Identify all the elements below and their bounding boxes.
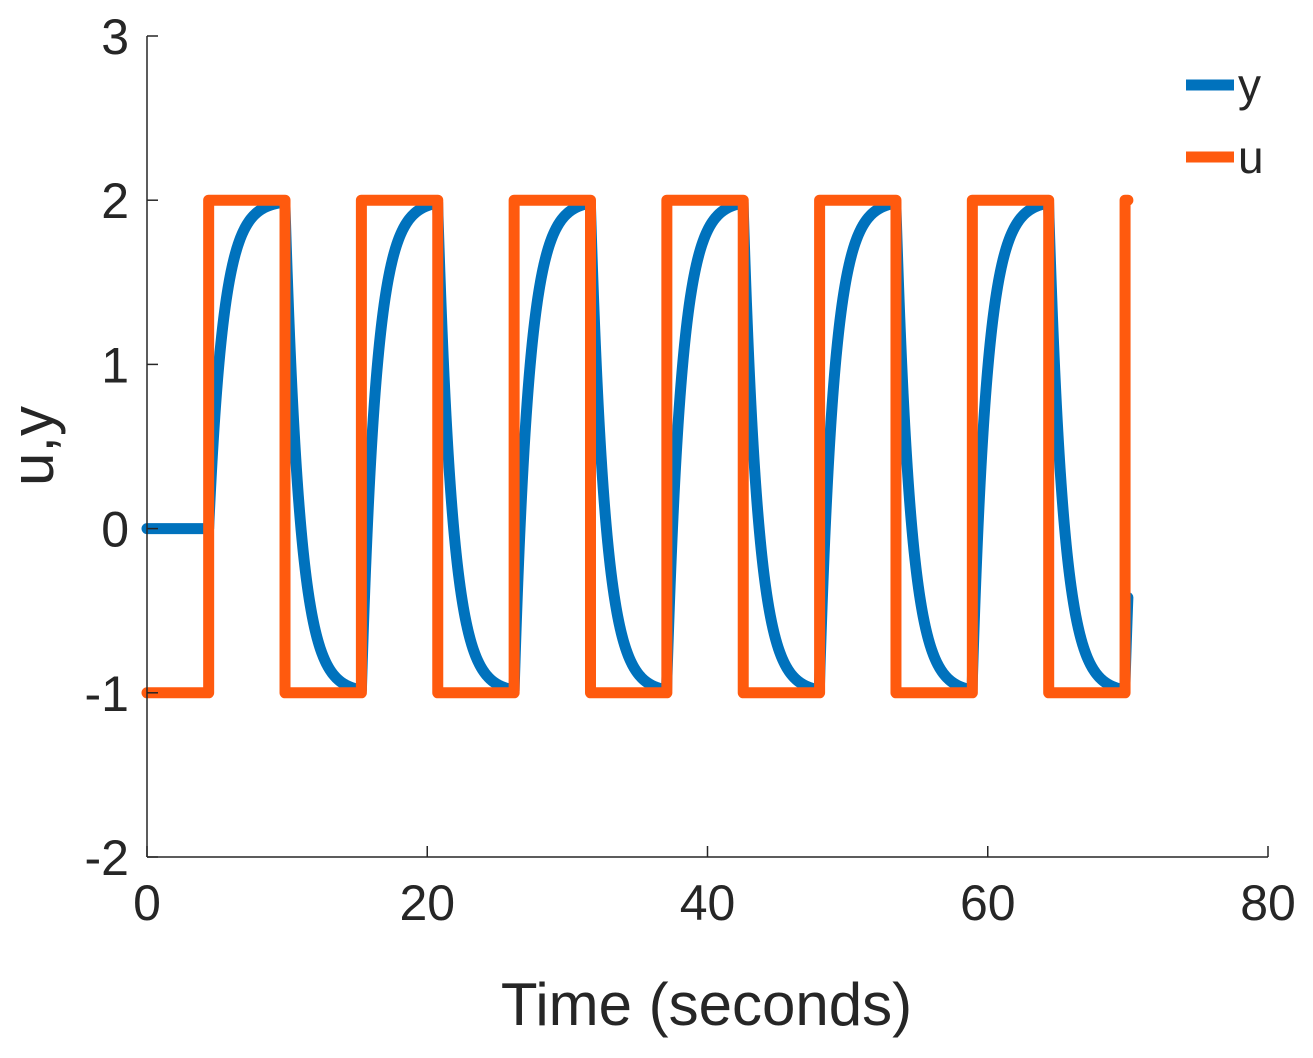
series-y-line: [141, 196, 1134, 696]
y-tick-label: -2: [85, 830, 129, 886]
legend: yu: [1186, 59, 1264, 183]
legend-label-y: y: [1238, 59, 1261, 111]
x-tick-label: 0: [133, 875, 161, 931]
y-tick-label: -1: [85, 666, 129, 722]
y-tick-label: 1: [101, 337, 129, 393]
x-axis-title: Time (seconds): [501, 971, 912, 1038]
legend-label-u: u: [1238, 131, 1264, 183]
axes: 0 20 40 60 80 -2 -1 0 1 2 3 Time (seconds) u,y: [0, 9, 1296, 1038]
plot-area: [141, 194, 1134, 699]
y-tick-label: 3: [101, 9, 129, 65]
y-tick-label: 0: [101, 502, 129, 558]
series-u-line: [141, 194, 1134, 699]
x-tick-label: 20: [399, 875, 455, 931]
x-tick-label: 60: [960, 875, 1016, 931]
x-tick-label: 40: [680, 875, 736, 931]
x-tick-label: 80: [1240, 875, 1296, 931]
y-axis-title: u,y: [0, 406, 66, 486]
y-tick-label: 2: [101, 173, 129, 229]
